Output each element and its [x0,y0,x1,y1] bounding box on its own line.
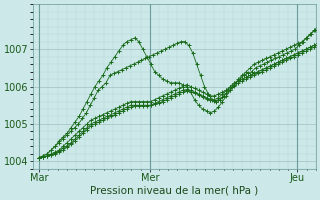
X-axis label: Pression niveau de la mer( hPa ): Pression niveau de la mer( hPa ) [90,186,259,196]
